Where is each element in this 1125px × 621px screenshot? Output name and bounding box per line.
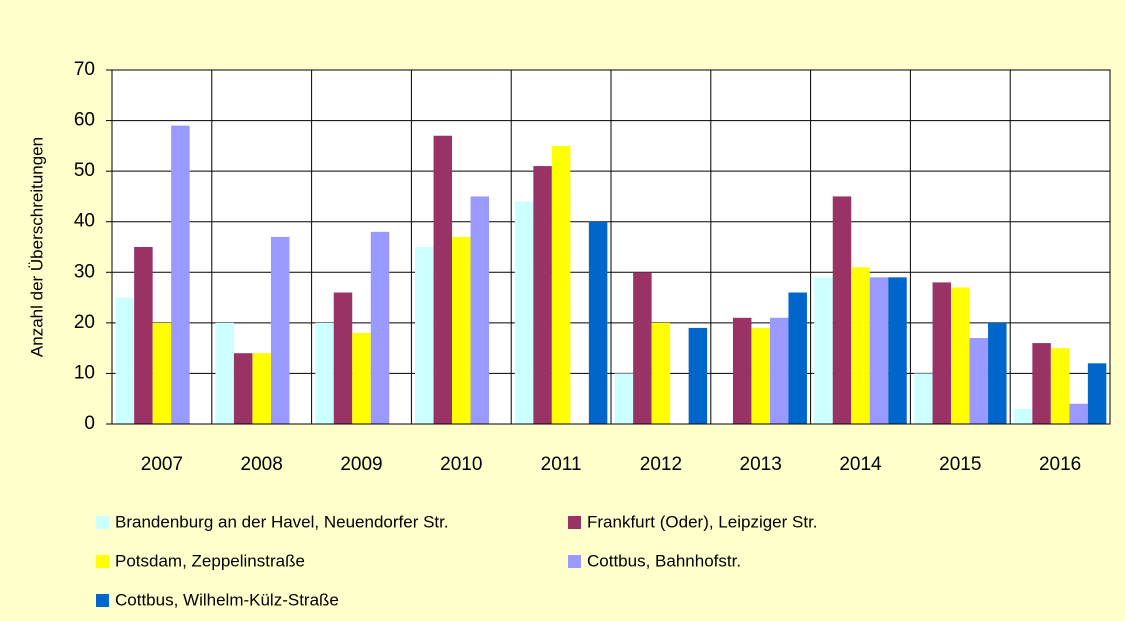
bar (851, 267, 870, 424)
bar (914, 373, 933, 424)
x-tick-label: 2015 (939, 454, 981, 475)
bar (951, 287, 970, 424)
bar (651, 322, 671, 424)
bar (252, 353, 271, 424)
bar (988, 322, 1007, 424)
bar (370, 231, 390, 424)
y-tick-label: 60 (74, 110, 95, 131)
bar (415, 247, 434, 424)
bar (270, 236, 290, 424)
bar (233, 353, 253, 424)
bar (769, 317, 789, 424)
bar (751, 327, 770, 424)
bar (969, 338, 989, 424)
x-tick-label: 2007 (141, 454, 183, 475)
bar (832, 196, 852, 424)
bar (732, 317, 752, 424)
x-tick-label: 2013 (740, 454, 782, 475)
legend-swatch (96, 516, 109, 529)
bar (315, 322, 334, 424)
x-tick-label: 2009 (340, 454, 382, 475)
bar (1032, 343, 1051, 424)
x-tick-label: 2010 (440, 454, 482, 475)
bar (932, 282, 952, 424)
legend-label: Potsdam, Zeppelinstraße (115, 551, 305, 570)
x-tick-label: 2014 (839, 454, 882, 475)
bar (633, 272, 652, 424)
x-tick-label: 2012 (640, 454, 682, 475)
y-tick-label: 50 (74, 160, 95, 181)
bar (888, 277, 907, 424)
legend-swatch (96, 594, 109, 607)
legend-label: Cottbus, Bahnhofstr. (587, 551, 741, 570)
x-tick-label: 2008 (241, 454, 283, 475)
x-tick-label: 2016 (1039, 454, 1081, 475)
bar (171, 125, 190, 424)
y-tick-label: 70 (74, 59, 95, 80)
y-tick-label: 10 (74, 362, 95, 383)
bar (814, 277, 833, 424)
y-tick-label: 20 (74, 312, 95, 333)
legend-label: Frankfurt (Oder), Leipziger Str. (587, 512, 818, 531)
legend-label: Cottbus, Wilhelm-Külz-Straße (115, 590, 339, 609)
bar (1013, 408, 1033, 424)
bar (1050, 348, 1070, 424)
y-axis-title: Anzahl der Überschreitungen (27, 137, 46, 357)
bar (215, 322, 234, 424)
legend-swatch (568, 516, 581, 529)
bar (1087, 363, 1107, 424)
bar (514, 201, 534, 424)
legend-label: Brandenburg an der Havel, Neuendorfer St… (115, 512, 449, 531)
bar (533, 166, 552, 425)
bar (152, 322, 172, 424)
bar (433, 135, 453, 424)
legend-swatch (96, 555, 109, 568)
bar (588, 221, 608, 424)
bar (452, 236, 471, 424)
bar (869, 277, 889, 424)
bar (788, 292, 807, 424)
x-tick-label: 2011 (541, 454, 582, 475)
bar (1069, 403, 1088, 424)
bar (688, 327, 708, 424)
bar (115, 297, 135, 424)
plot-border (111, 69, 1111, 425)
bar (333, 292, 353, 424)
y-tick-label: 0 (84, 413, 95, 434)
bar (134, 247, 153, 424)
bar (470, 196, 490, 424)
bar (551, 145, 571, 424)
y-tick-label: 30 (74, 261, 95, 282)
bar (614, 373, 634, 424)
legend-swatch (568, 555, 581, 568)
bar (352, 332, 371, 424)
y-tick-label: 40 (74, 211, 95, 232)
